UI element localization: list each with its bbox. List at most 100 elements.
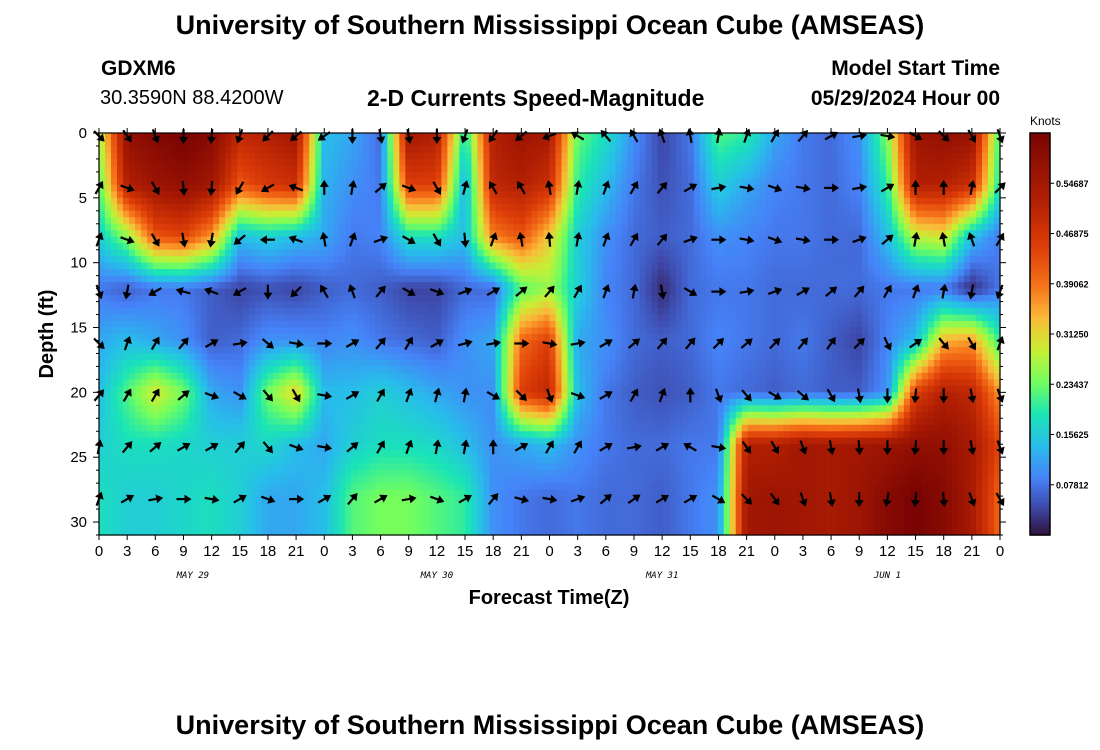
- heat-cell: [261, 321, 268, 329]
- heat-cell: [561, 334, 569, 342]
- heat-cell: [501, 308, 509, 316]
- heat-cell: [783, 158, 791, 167]
- heat-cell: [135, 295, 142, 303]
- heat-cell: [663, 295, 671, 303]
- heat-cell: [795, 327, 803, 335]
- heat-cell: [981, 204, 989, 212]
- heat-cell: [207, 152, 214, 160]
- heat-cell: [147, 139, 154, 147]
- heat-cell: [453, 327, 460, 335]
- heat-cell: [435, 249, 442, 257]
- heat-cell: [837, 288, 845, 296]
- heat-cell: [417, 236, 424, 244]
- heat-cell: [813, 178, 821, 186]
- heat-cell: [261, 210, 268, 218]
- heat-cell: [393, 236, 400, 244]
- heat-cell: [303, 210, 310, 218]
- heat-cell: [435, 243, 442, 251]
- heat-cell: [291, 301, 298, 309]
- heat-cell: [687, 301, 695, 309]
- heat-cell: [111, 165, 118, 173]
- heat-cell: [849, 165, 857, 173]
- heat-cell: [279, 288, 286, 296]
- heat-cell: [987, 230, 995, 238]
- heat-cell: [921, 184, 929, 192]
- heat-cell: [195, 308, 202, 316]
- heat-cell: [729, 230, 737, 238]
- heat-cell: [237, 301, 244, 309]
- heat-cell: [153, 152, 160, 160]
- heat-cell: [507, 249, 515, 257]
- heat-cell: [939, 334, 947, 342]
- heat-cell: [669, 275, 677, 283]
- heat-cell: [651, 282, 659, 290]
- heat-cell: [645, 165, 653, 173]
- heat-cell: [255, 282, 262, 290]
- heat-cell: [195, 165, 202, 173]
- heat-cell: [969, 171, 977, 179]
- heat-cell: [963, 243, 971, 251]
- heat-cell: [177, 197, 184, 205]
- heat-cell: [909, 171, 917, 179]
- heat-cell: [345, 191, 352, 199]
- heat-cell: [207, 269, 214, 277]
- heat-cell: [231, 217, 238, 225]
- heat-cell: [165, 243, 172, 251]
- heat-cell: [459, 308, 467, 316]
- heat-cell: [663, 191, 671, 199]
- heat-cell: [573, 217, 581, 225]
- heat-cell: [957, 223, 965, 231]
- heat-cell: [549, 204, 557, 212]
- heat-cell: [153, 210, 160, 218]
- heat-cell: [513, 171, 521, 179]
- heat-cell: [675, 191, 683, 199]
- heat-cell: [807, 262, 815, 270]
- heat-cell: [705, 158, 713, 167]
- heat-cell: [741, 178, 749, 186]
- heat-cell: [921, 269, 929, 277]
- heat-cell: [945, 288, 953, 296]
- heat-cell: [747, 275, 755, 283]
- heat-cell: [933, 158, 941, 167]
- heat-cell: [741, 204, 749, 212]
- heat-cell: [351, 301, 358, 309]
- heat-cell: [345, 230, 352, 238]
- heat-cell: [129, 145, 136, 154]
- heat-cell: [339, 321, 346, 329]
- heat-cell: [819, 145, 827, 154]
- heat-cell: [687, 171, 695, 179]
- heat-cell: [627, 262, 635, 270]
- heat-cell: [255, 327, 262, 335]
- heat-cell: [417, 191, 424, 199]
- heat-cell: [441, 314, 448, 322]
- heat-cell: [123, 346, 130, 355]
- heat-cell: [495, 210, 503, 218]
- heat-cell: [111, 301, 118, 309]
- heat-cell: [447, 269, 454, 277]
- heat-cell: [867, 152, 875, 160]
- heat-cell: [393, 269, 400, 277]
- heat-cell: [435, 197, 442, 205]
- heat-cell: [453, 204, 460, 212]
- heat-cell: [495, 288, 503, 296]
- heat-cell: [483, 223, 491, 231]
- heat-cell: [909, 145, 917, 154]
- heat-cell: [159, 288, 166, 296]
- heat-cell: [825, 262, 833, 270]
- heat-cell: [351, 223, 358, 231]
- heat-cell: [903, 243, 911, 251]
- heat-cell: [219, 314, 226, 322]
- heat-cell: [429, 340, 436, 348]
- heat-cell: [285, 152, 292, 160]
- heat-cell: [315, 171, 322, 179]
- heat-cell: [507, 288, 515, 296]
- heat-cell: [699, 321, 707, 329]
- heat-cell: [207, 308, 214, 316]
- heat-cell: [285, 346, 292, 355]
- heat-cell: [513, 204, 521, 212]
- heat-cell: [171, 301, 178, 309]
- heat-cell: [579, 178, 587, 186]
- heat-cell: [411, 184, 418, 192]
- heat-cell: [873, 275, 881, 283]
- heat-cell: [153, 295, 160, 303]
